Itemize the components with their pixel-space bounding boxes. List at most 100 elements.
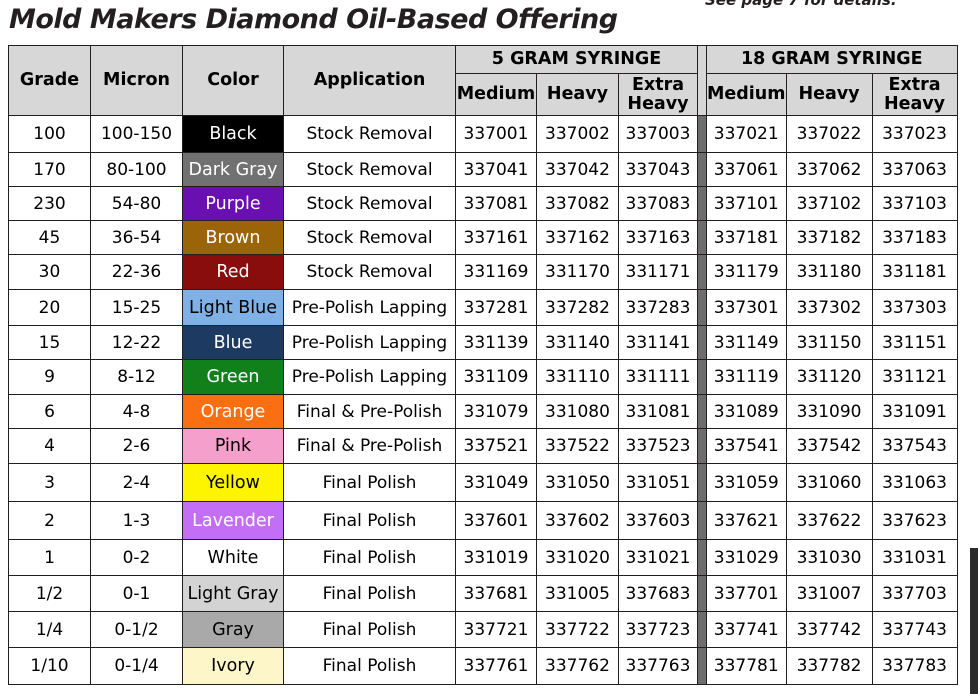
table-row: 45 36-54 Brown Stock Removal 337161 337162 337… <box>8 220 958 255</box>
table-row: 4 2-6 Pink Final & Pre-Polish 337521 337522 33… <box>8 428 958 464</box>
table-row: 3 2-4 Yellow Final Polish 331049 331050 331051… <box>8 463 958 502</box>
part-number-18g: 337623 <box>871 501 958 540</box>
micron-cell: 22-36 <box>90 254 183 290</box>
application-cell: Final Polish <box>283 539 456 576</box>
grade-cell: 15 <box>8 325 91 360</box>
part-number-18g: 331060 <box>785 463 873 502</box>
part-number-5g: 337723 <box>618 611 698 648</box>
part-number-5g: 337283 <box>618 289 698 326</box>
grade-cell: 6 <box>8 394 91 429</box>
color-swatch-cell: White <box>182 539 284 576</box>
application-cell: Pre-Polish Lapping <box>283 289 456 326</box>
micron-cell: 2-6 <box>90 428 183 464</box>
product-table: Grade Micron Color Application 5 GRAM SY… <box>8 45 958 685</box>
part-number-5g: 331171 <box>618 254 698 290</box>
part-number-18g: 337061 <box>706 152 787 187</box>
color-swatch-cell: Lavender <box>182 501 284 540</box>
part-number-5g: 337683 <box>618 575 698 612</box>
column-separator <box>697 394 707 429</box>
part-number-5g: 337522 <box>536 428 619 464</box>
part-number-5g: 331139 <box>455 325 537 360</box>
part-number-18g: 337103 <box>871 186 958 221</box>
application-cell: Final & Pre-Polish <box>283 428 456 464</box>
table-row: 20 15-25 Light Blue Pre-Polish Lapping 33728… <box>8 289 958 326</box>
part-number-5g: 337681 <box>455 575 537 612</box>
micron-cell: 0-1 <box>90 575 183 612</box>
micron-cell: 0-1/4 <box>90 647 183 685</box>
color-swatch-cell: Green <box>182 359 284 395</box>
part-number-18g: 331151 <box>871 325 958 360</box>
micron-cell: 0-2 <box>90 539 183 576</box>
part-number-5g: 331079 <box>455 394 537 429</box>
application-cell: Pre-Polish Lapping <box>283 325 456 360</box>
grade-cell: 4 <box>8 428 91 464</box>
grade-cell: 1 <box>8 539 91 576</box>
column-separator <box>697 152 707 187</box>
part-number-5g: 331140 <box>536 325 619 360</box>
part-number-5g: 331169 <box>455 254 537 290</box>
grade-cell: 230 <box>8 186 91 221</box>
column-separator <box>697 289 707 326</box>
page-title: Mold Makers Diamond Oil-Based Offering <box>9 4 618 35</box>
part-number-18g: 337102 <box>785 186 873 221</box>
color-swatch-cell: Orange <box>182 394 284 429</box>
column-separator <box>697 647 707 685</box>
column-separator <box>697 115 707 153</box>
part-number-5g: 337761 <box>455 647 537 685</box>
header-18-gram-syringe: 18 GRAM SYRINGE <box>706 45 958 74</box>
table-row: 100 100-150 Black Stock Removal 337001 337002… <box>8 115 958 153</box>
table-body: 100 100-150 Black Stock Removal 337001 337002… <box>8 115 958 685</box>
part-number-18g: 337062 <box>785 152 873 187</box>
part-number-5g: 331051 <box>618 463 698 502</box>
part-number-18g: 337742 <box>785 611 873 648</box>
table-row: 170 80-100 Dark Gray Stock Removal 337041 337… <box>8 152 958 187</box>
micron-cell: 8-12 <box>90 359 183 395</box>
column-separator <box>697 428 707 464</box>
part-number-18g: 337023 <box>871 115 958 153</box>
part-number-5g: 331020 <box>536 539 619 576</box>
part-number-5g: 337161 <box>455 220 537 255</box>
micron-cell: 0-1/2 <box>90 611 183 648</box>
application-cell: Stock Removal <box>283 152 456 187</box>
part-number-18g: 337302 <box>785 289 873 326</box>
part-number-5g: 331050 <box>536 463 619 502</box>
page-edge-tab <box>970 548 978 694</box>
top-note: See page 7 for details. <box>705 0 897 9</box>
micron-cell: 100-150 <box>90 115 183 153</box>
column-separator <box>697 325 707 360</box>
color-swatch-cell: Black <box>182 115 284 153</box>
header-grade: Grade <box>8 45 91 116</box>
part-number-5g: 331109 <box>455 359 537 395</box>
part-number-5g: 337042 <box>536 152 619 187</box>
micron-cell: 12-22 <box>90 325 183 360</box>
part-number-18g: 337621 <box>706 501 787 540</box>
part-number-5g: 331019 <box>455 539 537 576</box>
part-number-18g: 337783 <box>871 647 958 685</box>
part-number-5g: 331080 <box>536 394 619 429</box>
color-swatch-cell: Blue <box>182 325 284 360</box>
part-number-18g: 337021 <box>706 115 787 153</box>
part-number-5g: 337602 <box>536 501 619 540</box>
table-row: 9 8-12 Green Pre-Polish Lapping 331109 331110… <box>8 359 958 395</box>
part-number-5g: 337162 <box>536 220 619 255</box>
part-number-18g: 337183 <box>871 220 958 255</box>
part-number-5g: 337003 <box>618 115 698 153</box>
part-number-18g: 331089 <box>706 394 787 429</box>
color-swatch-cell: Yellow <box>182 463 284 502</box>
part-number-18g: 331029 <box>706 539 787 576</box>
table-row: 1 0-2 White Final Polish 331019 331020 331021 3… <box>8 539 958 576</box>
part-number-5g: 331021 <box>618 539 698 576</box>
grade-cell: 170 <box>8 152 91 187</box>
part-number-18g: 337022 <box>785 115 873 153</box>
table-row: 6 4-8 Orange Final & Pre-Polish 331079 331080… <box>8 394 958 429</box>
table-row: 1/10 0-1/4 Ivory Final Polish 337761 337762 33… <box>8 647 958 685</box>
part-number-18g: 337303 <box>871 289 958 326</box>
color-swatch-cell: Pink <box>182 428 284 464</box>
part-number-5g: 331005 <box>536 575 619 612</box>
header-18g-heavy: Heavy <box>785 73 873 116</box>
micron-cell: 36-54 <box>90 220 183 255</box>
grade-cell: 1/10 <box>8 647 91 685</box>
application-cell: Stock Removal <box>283 186 456 221</box>
grade-cell: 1/2 <box>8 575 91 612</box>
column-separator <box>697 359 707 395</box>
